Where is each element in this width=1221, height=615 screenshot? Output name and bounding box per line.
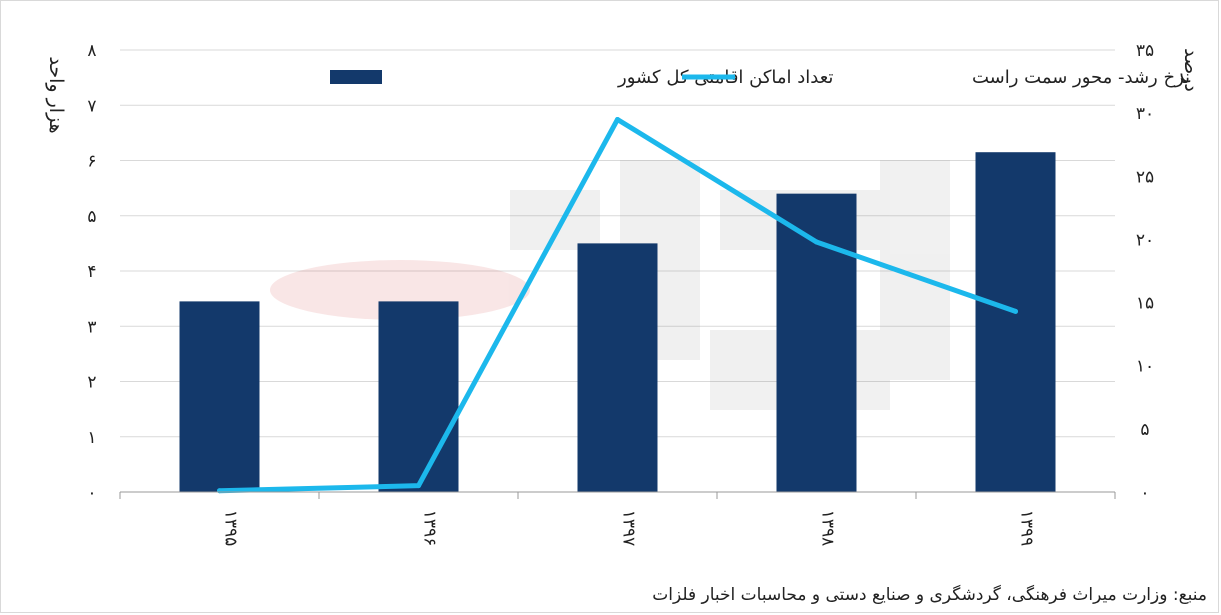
left-tick-label: ۰ [87, 483, 96, 503]
bar [776, 193, 857, 492]
right-tick-labels: ۰ ۵ ۱۰ ۱۵ ۲۰ ۲۵ ۳۰ ۳۵ [1136, 41, 1154, 503]
bar [577, 243, 658, 492]
gridlines [120, 49, 1115, 438]
legend: تعداد اماکن اقامتی کل کشور نرخ رشد- محور… [330, 67, 1190, 88]
left-tick-label: ۶ [87, 152, 96, 172]
right-tick-label: ۲۰ [1136, 230, 1154, 250]
x-tick-label: ۱۳۹۷ [619, 510, 639, 547]
left-tick-label: ۳ [87, 317, 96, 337]
x-tick-label: ۱۳۹۸ [818, 510, 838, 547]
x-tick-label: ۱۳۹۹ [1017, 510, 1037, 547]
line-point [416, 483, 421, 489]
left-tick-label: ۲ [87, 373, 96, 393]
right-tick-label: ۳۰ [1136, 104, 1154, 124]
line-point [814, 239, 819, 245]
right-tick-label: ۱۵ [1136, 294, 1154, 314]
bar [179, 301, 260, 492]
line-series [217, 116, 1018, 494]
line-point [1013, 308, 1018, 314]
right-tick-label: ۵ [1140, 420, 1149, 440]
right-tick-label: ۲۵ [1136, 167, 1154, 187]
left-tick-label: ۵ [87, 207, 96, 227]
right-axis-title: درصد [1180, 48, 1202, 92]
left-axis-title: هزار واحد [45, 56, 67, 133]
bar [975, 152, 1056, 492]
watermark-shape [510, 190, 600, 250]
legend-label-line: نرخ رشد- محور سمت راست [972, 67, 1190, 88]
x-tick-label: ۱۳۹۵ [221, 510, 241, 547]
left-tick-labels: ۰ ۱ ۲ ۳ ۴ ۵ ۶ ۷ ۸ [87, 41, 96, 503]
watermark-shape [270, 260, 530, 320]
bar-series [179, 152, 1056, 492]
legend-swatch-bars [330, 70, 382, 84]
axes [119, 491, 1116, 499]
bar [378, 301, 459, 492]
right-tick-label: ۳۵ [1136, 41, 1154, 61]
source-note: منبع: وزارت میراث فرهنگی، گردشگری و صنای… [652, 585, 1207, 605]
right-tick-label: ۱۰ [1136, 357, 1154, 377]
x-tick-labels: ۱۳۹۵ ۱۳۹۶ ۱۳۹۷ ۱۳۹۸ ۱۳۹۹ [221, 510, 1037, 547]
right-tick-label: ۰ [1140, 483, 1149, 503]
left-tick-label: ۴ [87, 262, 96, 282]
x-tick-label: ۱۳۹۶ [420, 510, 440, 547]
left-tick-label: ۸ [87, 41, 96, 61]
line-point [615, 116, 620, 122]
left-tick-label: ۷ [87, 96, 96, 116]
left-tick-label: ۱ [87, 428, 96, 448]
